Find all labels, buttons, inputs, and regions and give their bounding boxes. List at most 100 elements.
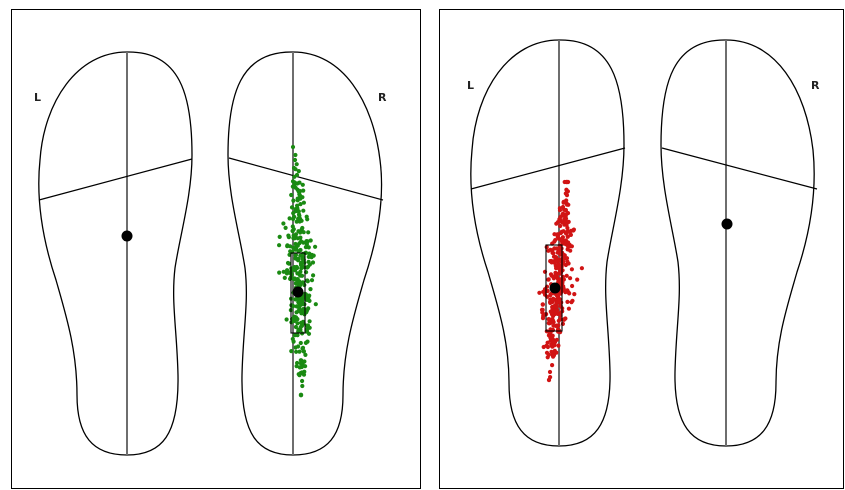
right-foot-label: R	[378, 91, 387, 104]
pressure-point	[294, 162, 299, 167]
pressure-point	[305, 264, 311, 269]
pressure-point	[311, 273, 316, 278]
pressure-point	[296, 212, 302, 217]
pressure-point	[297, 180, 302, 185]
pressure-point	[298, 195, 303, 201]
pressure-point	[313, 244, 318, 249]
pressure-point	[298, 302, 304, 307]
pressure-point	[294, 349, 299, 354]
pressure-point	[558, 218, 563, 223]
pressure-point	[285, 243, 290, 248]
pressure-point	[294, 310, 299, 315]
pressure-point	[296, 169, 301, 174]
pressure-point	[308, 287, 313, 292]
pressure-point	[555, 308, 560, 313]
pressure-point	[569, 244, 574, 249]
pressure-point	[570, 298, 575, 303]
pressure-point	[300, 273, 305, 278]
pressure-point	[305, 323, 311, 328]
pressure-point	[285, 268, 290, 273]
pressure-point	[293, 152, 298, 158]
pressure-point	[292, 180, 297, 185]
pressure-point	[281, 269, 286, 274]
pressure-point	[293, 247, 298, 252]
pressure-point	[562, 217, 567, 222]
pressure-point	[292, 316, 297, 321]
left-sole-forefoot-divider	[38, 158, 193, 201]
pressure-point	[556, 323, 561, 328]
pressure-point	[302, 359, 307, 364]
pressure-point	[540, 307, 545, 312]
pressure-point	[563, 290, 568, 295]
pressure-point	[560, 321, 565, 326]
pressure-point	[287, 216, 292, 221]
pressure-point	[298, 298, 304, 303]
pressure-point	[548, 320, 553, 325]
pressure-point	[296, 344, 301, 349]
pressure-point	[298, 340, 303, 346]
pressure-point	[298, 358, 303, 363]
pressure-point	[568, 276, 573, 281]
pressure-point	[549, 273, 554, 278]
pressure-point	[301, 372, 307, 377]
pressure-point	[560, 212, 565, 217]
pressure-point	[550, 333, 555, 338]
pressure-point	[290, 228, 295, 234]
left-panel-diagram: L R	[34, 51, 387, 456]
pressure-point	[302, 282, 307, 288]
pressure-point	[291, 165, 297, 171]
pressure-point	[288, 276, 293, 281]
pressure-point	[565, 201, 570, 207]
pressure-point	[293, 241, 298, 247]
pressure-point	[554, 266, 559, 271]
pressure-point	[292, 214, 297, 219]
pressure-point	[297, 192, 302, 197]
left-sole-outline	[38, 51, 193, 456]
pressure-point	[294, 172, 300, 178]
pressure-point	[301, 188, 306, 193]
pressure-point	[554, 301, 559, 306]
pressure-point	[298, 392, 304, 398]
pressure-point	[555, 292, 560, 297]
pressure-point	[570, 283, 575, 289]
pressure-point	[307, 319, 312, 324]
pressure-point	[293, 324, 298, 330]
pressure-point	[303, 245, 308, 250]
pressure-point	[566, 290, 571, 295]
pressure-point	[308, 238, 313, 243]
pressure-point	[544, 343, 549, 348]
pressure-point	[283, 225, 288, 230]
pressure-point	[290, 184, 295, 189]
pressure-point	[305, 278, 310, 283]
pressure-point	[561, 199, 566, 204]
pressure-point	[546, 277, 551, 282]
pressure-point	[305, 339, 310, 344]
pressure-point	[277, 243, 282, 248]
pressure-point	[284, 317, 289, 322]
pressure-point	[311, 253, 316, 258]
pressure-point	[546, 377, 552, 383]
pressure-point	[294, 364, 299, 369]
pressure-point	[566, 240, 571, 245]
pressure-point	[565, 234, 570, 239]
right-sole-center-dot	[292, 286, 304, 298]
pressure-point	[307, 251, 312, 256]
pressure-point	[550, 339, 556, 344]
pressure-point	[551, 297, 556, 302]
pressure-point	[289, 349, 294, 354]
pressure-point	[290, 144, 296, 150]
pressure-point	[301, 307, 306, 312]
pressure-point	[304, 214, 309, 219]
pressure-point	[304, 329, 310, 334]
pressure-point	[562, 179, 567, 185]
left-foot-label: L	[467, 79, 474, 92]
pressure-point	[300, 182, 305, 187]
pressure-point	[298, 361, 303, 366]
pressure-point	[560, 204, 566, 210]
pressure-point	[545, 288, 550, 294]
pressure-point	[555, 250, 560, 255]
pressure-point	[540, 316, 546, 321]
right-foot-pressure-panel: L R	[439, 9, 844, 489]
pressure-spread-box	[290, 252, 306, 334]
left-sole-forefoot-divider	[470, 147, 626, 190]
